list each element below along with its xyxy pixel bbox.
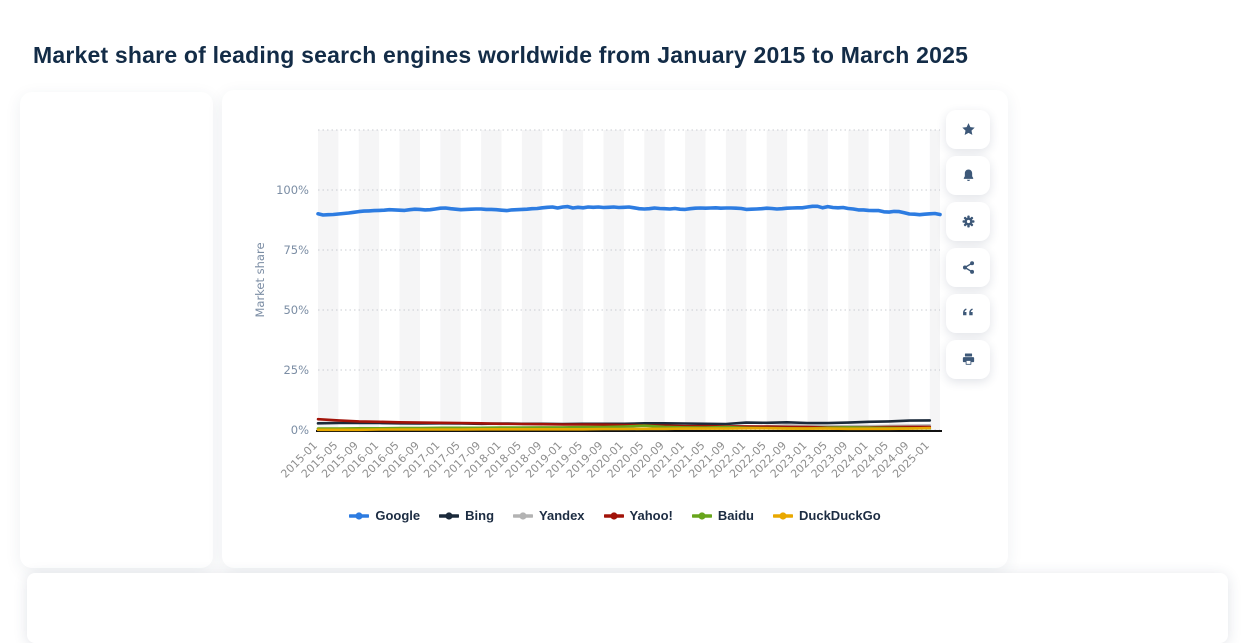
plot-band xyxy=(644,130,665,430)
legend-item-google[interactable]: Google xyxy=(349,508,420,523)
favorite-button[interactable] xyxy=(946,110,990,149)
legend-label: Yahoo! xyxy=(629,508,673,523)
settings-button[interactable] xyxy=(946,202,990,241)
plot-band xyxy=(603,130,624,430)
plot-band xyxy=(725,130,747,430)
plot-band xyxy=(440,130,461,430)
legend-marker xyxy=(349,511,370,520)
chart-toolbar xyxy=(946,110,990,379)
plot-band xyxy=(358,130,380,430)
y-tick-label: 50% xyxy=(283,303,309,317)
legend-item-duckduckgo[interactable]: DuckDuckGo xyxy=(773,508,881,523)
plot-band xyxy=(399,130,420,430)
gear-icon xyxy=(961,215,974,228)
y-tick-label: 25% xyxy=(283,363,309,377)
cite-button[interactable] xyxy=(946,294,990,333)
chart-legend: Google Bing Yandex Yahoo! Baidu DuckDuckGo xyxy=(222,508,1008,523)
plot-band xyxy=(889,130,910,430)
print-button[interactable] xyxy=(946,340,990,379)
legend-label: Google xyxy=(375,508,421,523)
series-line-google xyxy=(316,204,942,217)
page-title: Market share of leading search engines w… xyxy=(33,42,969,68)
alerts-button[interactable] xyxy=(946,156,990,195)
chart: 0%25%50%75%100%Market share2015-012015-0… xyxy=(253,129,942,481)
y-tick-label: 100% xyxy=(276,183,309,197)
plot-band xyxy=(481,130,502,430)
bell-icon xyxy=(963,169,973,181)
y-axis-title: Market share xyxy=(253,242,267,317)
legend-item-baidu[interactable]: Baidu xyxy=(691,508,755,523)
share-button[interactable] xyxy=(946,248,990,287)
plot-band xyxy=(562,130,584,430)
bottom-panel xyxy=(27,573,1228,643)
star-icon xyxy=(961,123,975,135)
legend-item-bing[interactable]: Bing xyxy=(439,508,494,523)
legend-label: Baidu xyxy=(717,508,755,523)
series-line-duckduckgo xyxy=(316,426,932,432)
plot-band xyxy=(766,130,788,430)
plot-band xyxy=(848,130,869,430)
share-icon xyxy=(962,261,974,274)
legend-item-yahoo[interactable]: Yahoo! xyxy=(603,508,673,523)
y-tick-label: 75% xyxy=(283,243,309,257)
plot-band xyxy=(685,130,706,430)
left-panel xyxy=(20,92,213,568)
plot-band xyxy=(318,130,339,430)
quote-icon xyxy=(962,308,973,316)
legend-label: Yandex xyxy=(539,508,585,523)
y-tick-label: 0% xyxy=(291,423,309,437)
plot-band xyxy=(807,130,828,430)
legend-item-yandex[interactable]: Yandex xyxy=(513,508,585,523)
legend-marker xyxy=(513,511,534,520)
legend-marker xyxy=(691,511,712,520)
legend-marker xyxy=(439,511,460,520)
legend-marker xyxy=(773,511,794,520)
plot-band xyxy=(521,130,543,430)
legend-marker xyxy=(603,511,624,520)
legend-label: Bing xyxy=(465,508,495,523)
printer-icon xyxy=(962,353,974,365)
plot-band xyxy=(929,130,940,430)
legend-label: DuckDuckGo xyxy=(799,508,881,523)
chart-card: 0% 25% 50% 75% 100% Market share 2015-01 2015-0… xyxy=(222,90,1008,568)
